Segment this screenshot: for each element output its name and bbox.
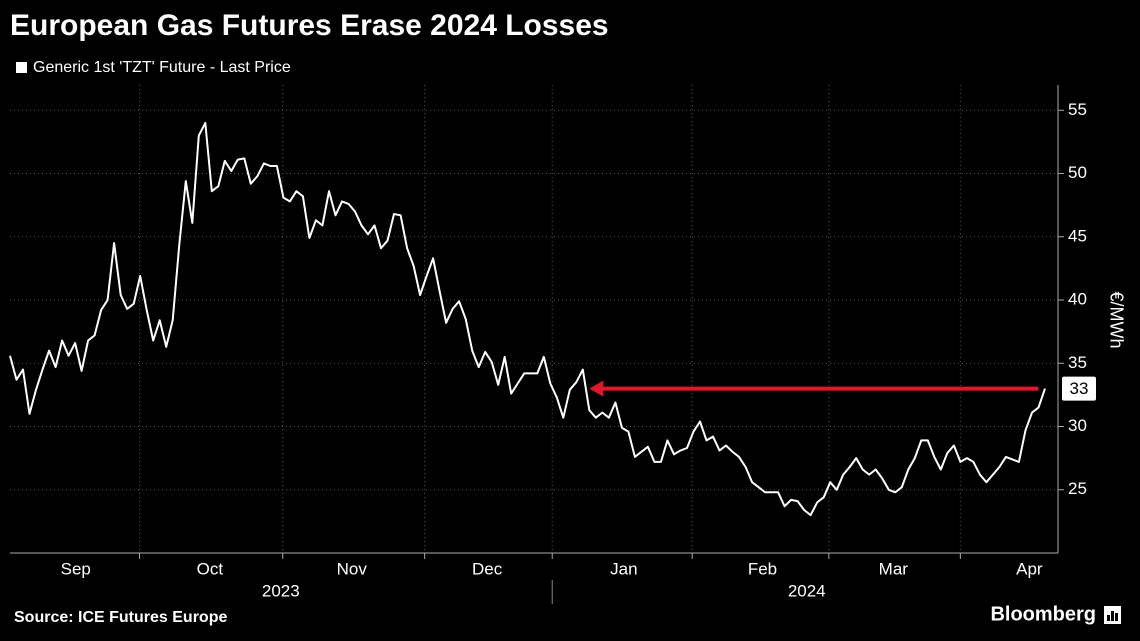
x-tick-label: Apr xyxy=(1016,559,1043,578)
y-tick-label: 55 xyxy=(1068,100,1087,119)
last-price-label: 33 xyxy=(1070,379,1089,398)
x-tick-label: Mar xyxy=(879,559,909,578)
x-tick-label: Feb xyxy=(748,559,777,578)
brand: Bloomberg xyxy=(990,603,1096,625)
line xyxy=(9,121,1046,517)
brand-icon xyxy=(1104,606,1121,624)
y-tick-label: 50 xyxy=(1068,163,1087,182)
y-axis-label: €/MWh xyxy=(1106,291,1126,348)
arrow-head xyxy=(589,380,604,397)
x-tick-label: Jan xyxy=(610,559,637,578)
source: Source: ICE Futures Europe xyxy=(14,609,227,626)
legend-swatch xyxy=(16,62,27,73)
y-tick-label: 25 xyxy=(1068,479,1087,498)
y-tick-label: 40 xyxy=(1068,290,1087,309)
year-label: 2024 xyxy=(788,581,826,600)
y-tick-label: 45 xyxy=(1068,226,1087,245)
x-tick-label: Nov xyxy=(337,559,368,578)
chart-title: European Gas Futures Erase 2024 Losses xyxy=(10,9,609,42)
x-tick-label: Oct xyxy=(197,559,224,578)
year-label: 2023 xyxy=(262,581,300,600)
legend-label: Generic 1st 'TZT' Future - Last Price xyxy=(33,59,291,76)
y-tick-label: 30 xyxy=(1068,416,1087,435)
x-tick-label: Dec xyxy=(472,559,503,578)
y-tick-label: 35 xyxy=(1068,353,1087,372)
x-tick-label: Sep xyxy=(61,559,91,578)
last-price-box xyxy=(1062,376,1096,401)
